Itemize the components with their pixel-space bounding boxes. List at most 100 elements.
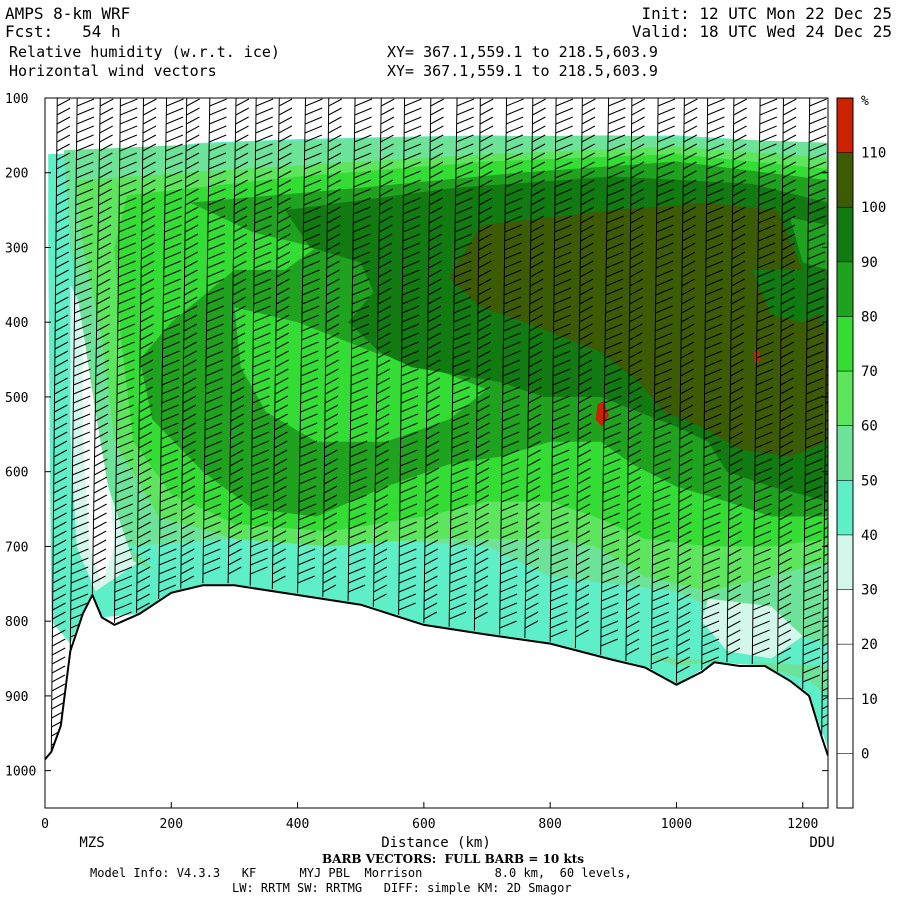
barb-feather xyxy=(209,117,226,124)
barb-feather xyxy=(329,117,342,124)
colorbar-swatch xyxy=(837,426,853,481)
barb-feather xyxy=(533,90,546,97)
barb-feather xyxy=(186,126,199,133)
barb-feather xyxy=(329,99,342,106)
barb-legend: BARB VECTORS: FULL BARB = 10 kts xyxy=(322,852,584,866)
barb-feather xyxy=(186,117,199,124)
x-tick-label: 200 xyxy=(160,817,183,832)
barb-feather xyxy=(708,90,725,97)
barb-feather xyxy=(684,90,697,97)
barb-feather xyxy=(507,99,524,106)
x-tick-label: 400 xyxy=(286,817,309,832)
barb-feather xyxy=(187,108,200,115)
barb-feather xyxy=(52,639,65,646)
barb-feather xyxy=(658,117,675,124)
endpoint-label-right: DDU xyxy=(809,835,834,851)
barb-feather xyxy=(609,99,626,106)
x-tick-label: 800 xyxy=(538,817,561,832)
barb-feather xyxy=(279,108,292,115)
barb-feather xyxy=(256,126,273,133)
barb-feather xyxy=(209,135,226,142)
barb-feather xyxy=(100,90,113,97)
barb-feather xyxy=(810,90,827,97)
barb-feather xyxy=(506,117,523,124)
barb-feather xyxy=(167,90,184,97)
barb-feather xyxy=(809,135,826,142)
barb-feather xyxy=(457,117,474,124)
barb-feather xyxy=(405,90,422,97)
colorbar-label: 80 xyxy=(861,309,878,325)
barb-feather xyxy=(608,108,625,115)
colorbar-swatch xyxy=(837,753,853,808)
barb-feather xyxy=(166,126,183,133)
barb-feather xyxy=(582,126,595,133)
barb-feather xyxy=(236,108,249,115)
barb-feather xyxy=(632,126,645,133)
colorbar-swatch xyxy=(837,262,853,317)
barb-feather xyxy=(609,90,626,97)
colorbar-unit: % xyxy=(861,94,869,109)
barb-feather xyxy=(77,135,94,142)
colorbar-label: 0 xyxy=(861,746,869,762)
barb-feather xyxy=(783,108,796,115)
barb-feather xyxy=(236,117,249,124)
barb-feather xyxy=(556,126,573,133)
barb-feather xyxy=(783,90,796,97)
barb-feather xyxy=(279,126,292,133)
barb-feather xyxy=(556,117,573,124)
endpoint-label-left: MZS xyxy=(79,835,104,851)
barb-feather xyxy=(684,99,697,106)
y-tick-label: 500 xyxy=(5,391,28,406)
barb-feather xyxy=(431,108,444,115)
colorbar-label: 10 xyxy=(861,692,878,708)
barb-feather xyxy=(256,90,273,97)
barb-feather xyxy=(734,126,747,133)
barb-feather xyxy=(708,108,725,115)
barb-feather xyxy=(480,108,493,115)
barb-feather xyxy=(279,90,292,97)
barb-feather xyxy=(734,117,747,124)
barb-feather xyxy=(329,90,342,97)
barb-feather xyxy=(279,99,292,106)
barb-feather xyxy=(760,108,777,115)
colorbar-swatch xyxy=(837,207,853,262)
x-axis-label: Distance (km) xyxy=(381,835,491,851)
y-tick-label: 800 xyxy=(5,615,28,630)
colorbar-swatch xyxy=(837,535,853,590)
x-tick-label: 1000 xyxy=(661,817,692,832)
barb-feather xyxy=(760,90,777,97)
colorbar-label: 90 xyxy=(861,255,878,271)
barb-feather xyxy=(830,90,843,97)
colorbar-label: 40 xyxy=(861,528,878,544)
barb-feather xyxy=(632,90,645,97)
barb-feather xyxy=(355,126,372,133)
barb-feather xyxy=(507,90,524,97)
y-tick-label: 100 xyxy=(5,92,28,107)
barb-feather xyxy=(100,108,113,115)
barb-feather xyxy=(305,126,322,133)
barb-feather xyxy=(405,99,422,106)
model-info-2: LW: RRTM SW: RRTMG DIFF: simple KM: 2D S… xyxy=(232,881,572,895)
barb-feather xyxy=(556,99,573,106)
barb-feather xyxy=(431,99,444,106)
barb-feather xyxy=(120,90,137,97)
barb-feather xyxy=(404,108,421,115)
barb-feather xyxy=(143,135,156,142)
barb-feather xyxy=(355,117,372,124)
barb-feather xyxy=(760,126,777,133)
barb-feather xyxy=(120,126,137,133)
x-tick-label: 600 xyxy=(412,817,435,832)
barb-feather xyxy=(355,99,372,106)
barb-feather xyxy=(100,126,113,133)
barb-feather xyxy=(166,108,183,115)
barb-feather xyxy=(256,108,273,115)
barb-feather xyxy=(143,99,156,106)
barb-feather xyxy=(707,117,724,124)
barb-feather xyxy=(57,90,70,97)
barb-feather xyxy=(760,99,777,106)
y-tick-label: 700 xyxy=(5,540,28,555)
colorbar-label: 60 xyxy=(861,419,878,435)
barb-feather xyxy=(608,126,625,133)
barb-feather xyxy=(533,108,546,115)
